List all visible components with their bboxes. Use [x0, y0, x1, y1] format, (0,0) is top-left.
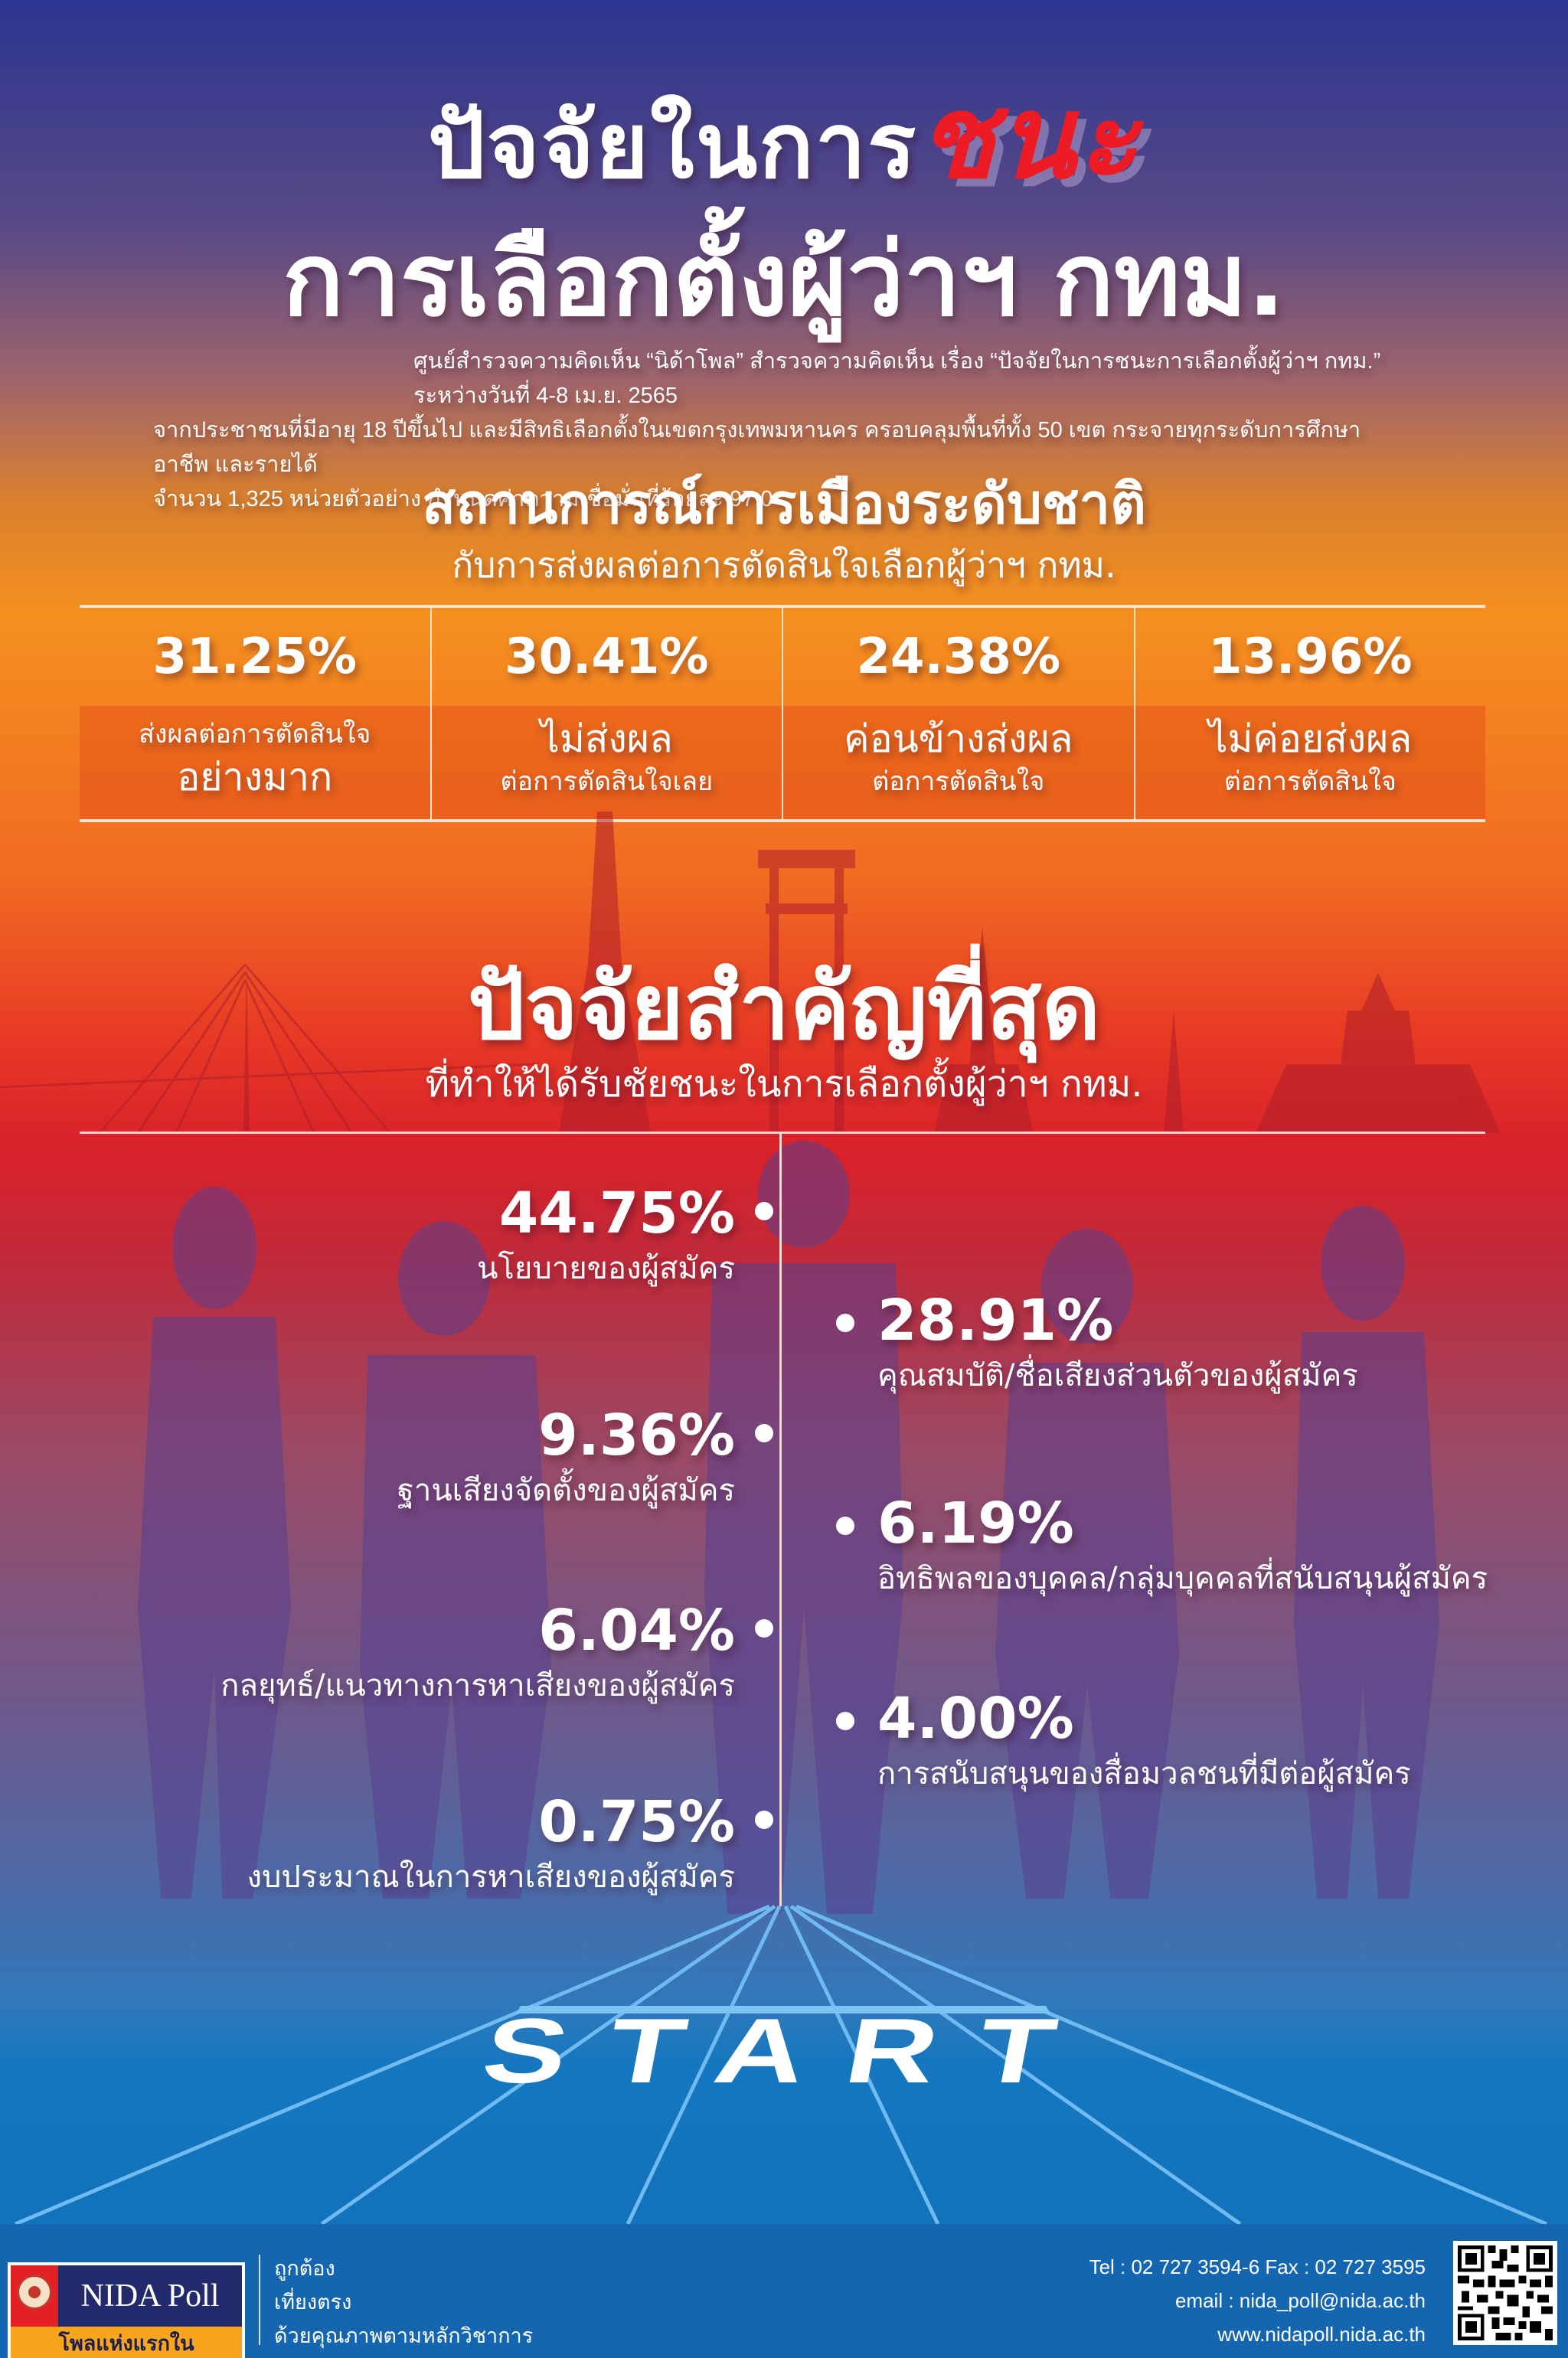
stat-label-top: ไม่ส่งผล [540, 717, 673, 761]
intro-line-1: ศูนย์สำรวจความคิดเห็น “นิด้าโพล” สำรวจคว… [413, 349, 1381, 408]
section1-subtitle: กับการส่งผลต่อการตัดสินใจเลือกผู้ว่าฯ กท… [452, 544, 1116, 586]
bullet-icon [836, 1517, 854, 1535]
factor-label: ฐานเสียงจัดตั้งของผู้สมัคร [397, 1473, 735, 1508]
section-divider-vertical [779, 1133, 782, 1906]
bullet-icon [836, 1314, 854, 1332]
factor-item: 4.00% การสนับสนุนของสื่อมวลชนที่มีต่อผู้… [836, 1684, 1411, 1795]
factor-label: กลยุทธ์/แนวทางการหาเสียงของผู้สมัคร [220, 1668, 735, 1703]
factor-label: นโยบายของผู้สมัคร [477, 1251, 735, 1286]
section2-title: ปัจจัยสำคัญที่สุด [467, 954, 1101, 1060]
stat-label: ไม่ค่อยส่งผล ต่อการตัดสินใจ [1135, 706, 1485, 819]
factor-percent: 28.91% [877, 1288, 1114, 1354]
stat-percent: 31.25% [152, 629, 358, 685]
stat-cell: 31.25% ส่งผลต่อการตัดสินใจ อย่างมาก [80, 608, 432, 819]
stat-cell: 24.38% ค่อนข้างส่งผล ต่อการตัดสินใจ [783, 608, 1135, 819]
bullet-icon [755, 1202, 773, 1220]
start-label: START [475, 2000, 1105, 2102]
title-highlight-win: ชนะ [917, 71, 1141, 204]
contact-info: Tel : 02 727 3594-6 Fax : 02 727 3595 em… [1089, 2250, 1426, 2351]
factor-label: การสนับสนุนของสื่อมวลชนที่มีต่อผู้สมัคร [877, 1756, 1411, 1791]
bullet-icon [755, 1619, 773, 1638]
factor-item: 9.36% ฐานเสียงจัดตั้งของผู้สมัคร [397, 1401, 773, 1511]
logo-top: NIDA Poll [11, 2265, 242, 2327]
factor-label: งบประมาณในการหาเสียงของผู้สมัคร [247, 1860, 736, 1895]
survey-intro: ศูนย์สำรวจความคิดเห็น “นิด้าโพล” สำรวจคว… [153, 345, 1409, 517]
bullet-icon [755, 1424, 773, 1442]
stat-percent: 30.41% [504, 629, 709, 685]
stat-label: ไม่ส่งผล ต่อการตัดสินใจเลย [431, 706, 782, 819]
stat-label-bottom: อย่างมาก [177, 755, 333, 799]
logo-seal-area [11, 2265, 58, 2327]
stat-label-top: ค่อนข้างส่งผล [844, 717, 1073, 761]
stat-label-bottom: ต่อการตัดสินใจ [872, 766, 1045, 797]
factor-percent: 4.00% [877, 1686, 1074, 1752]
intro-line-3: จำนวน 1,325 หน่วยตัวอย่าง กำหนดค่าความเช… [153, 487, 773, 511]
footer-divider [259, 2255, 260, 2345]
factor-label: อิทธิพลของบุคคล/กลุ่มบุคคลที่สนับสนุนผู้… [877, 1561, 1488, 1596]
bangkok-skyline-illustration [0, 812, 1501, 1133]
contact-tel-fax: Tel : 02 727 3594-6 Fax : 02 727 3595 [1089, 2255, 1426, 2278]
running-track-illustration: START [15, 1904, 1547, 2224]
stat-label-top: ส่งผลต่อการตัดสินใจ [139, 719, 371, 750]
bullet-icon [836, 1712, 854, 1730]
factor-item: 6.04% กลยุทธ์/แนวทางการหาเสียงของผู้สมัค… [220, 1596, 773, 1706]
section-divider-horizontal [80, 1132, 1485, 1134]
slogan-list: ถูกต้อง เที่ยงตรง ด้วยคุณภาพตามหลักวิชาก… [274, 2252, 533, 2353]
slogan-item: เที่ยงตรง [274, 2291, 352, 2314]
section2-subtitle: ที่ทำให้ได้รับชัยชนะในการเลือกตั้งผู้ว่า… [425, 1063, 1143, 1106]
stat-percent: 13.96% [1207, 629, 1413, 685]
title-line-1: ปัจจัยในการชนะ [0, 46, 1568, 228]
people-silhouettes-illustration [138, 1141, 1439, 1914]
stat-label: ค่อนข้างส่งผล ต่อการตัดสินใจ [783, 706, 1134, 819]
nida-seal-icon [17, 2275, 52, 2310]
national-politics-table: 31.25% ส่งผลต่อการตัดสินใจ อย่างมาก 30.4… [80, 605, 1485, 822]
factor-item: 6.19% อิทธิพลของบุคคล/กลุ่มบุคคลที่สนับส… [836, 1489, 1488, 1599]
qr-code-graphic [1458, 2245, 1553, 2340]
stat-label: ส่งผลต่อการตัดสินใจ อย่างมาก [80, 706, 430, 819]
bullet-icon [755, 1811, 773, 1829]
factor-label: คุณสมบัติ/ชื่อเสียงส่วนตัวของผู้สมัคร [877, 1358, 1358, 1393]
stat-percent: 24.38% [856, 629, 1061, 685]
logo-tagline: โพลแห่งแรกในประเทศไทย [11, 2327, 242, 2358]
logo-name: NIDA Poll [58, 2265, 242, 2327]
qr-code-icon[interactable] [1453, 2241, 1557, 2345]
slogan-item: ด้วยคุณภาพตามหลักวิชาการ [274, 2324, 534, 2347]
stat-cell: 13.96% ไม่ค่อยส่งผล ต่อการตัดสินใจ [1135, 608, 1485, 819]
stat-label-bottom: ต่อการตัดสินใจเลย [500, 766, 714, 797]
contact-website[interactable]: www.nidapoll.nida.ac.th [1217, 2323, 1426, 2346]
stat-label-top: ไม่ค่อยส่งผล [1208, 717, 1413, 761]
factor-percent: 9.36% [538, 1403, 735, 1468]
nida-poll-logo[interactable]: NIDA Poll โพลแห่งแรกในประเทศไทย [8, 2262, 245, 2358]
factor-percent: 6.19% [877, 1491, 1074, 1556]
factor-item: 28.91% คุณสมบัติ/ชื่อเสียงส่วนตัวของผู้ส… [836, 1286, 1358, 1396]
contact-email[interactable]: email : nida_poll@nida.ac.th [1174, 2289, 1426, 2312]
factor-percent: 6.04% [538, 1598, 735, 1664]
factor-item: 44.75% นโยบายของผู้สมัคร [477, 1179, 773, 1289]
intro-line-2: จากประชาชนที่มีอายุ 18 ปีขึ้นไป และมีสิท… [153, 418, 1361, 477]
factor-percent: 0.75% [538, 1789, 735, 1855]
factor-item: 0.75% งบประมาณในการหาเสียงของผู้สมัคร [247, 1788, 773, 1898]
slogan-item: ถูกต้อง [274, 2257, 335, 2280]
stat-cell: 30.41% ไม่ส่งผล ต่อการตัดสินใจเลย [431, 608, 783, 819]
title-prefix: ปัจจัยในการ [427, 93, 918, 198]
stat-label-bottom: ต่อการตัดสินใจ [1223, 766, 1396, 797]
factor-percent: 44.75% [498, 1181, 735, 1246]
title-line-2: การเลือกตั้งผู้ว่าฯ กทม. [282, 221, 1286, 339]
footer-bar: NIDA Poll โพลแห่งแรกในประเทศไทย ถูกต้อง … [0, 2224, 1568, 2358]
section1-title: สถานการณ์การเมืองระดับชาติ [422, 472, 1146, 536]
